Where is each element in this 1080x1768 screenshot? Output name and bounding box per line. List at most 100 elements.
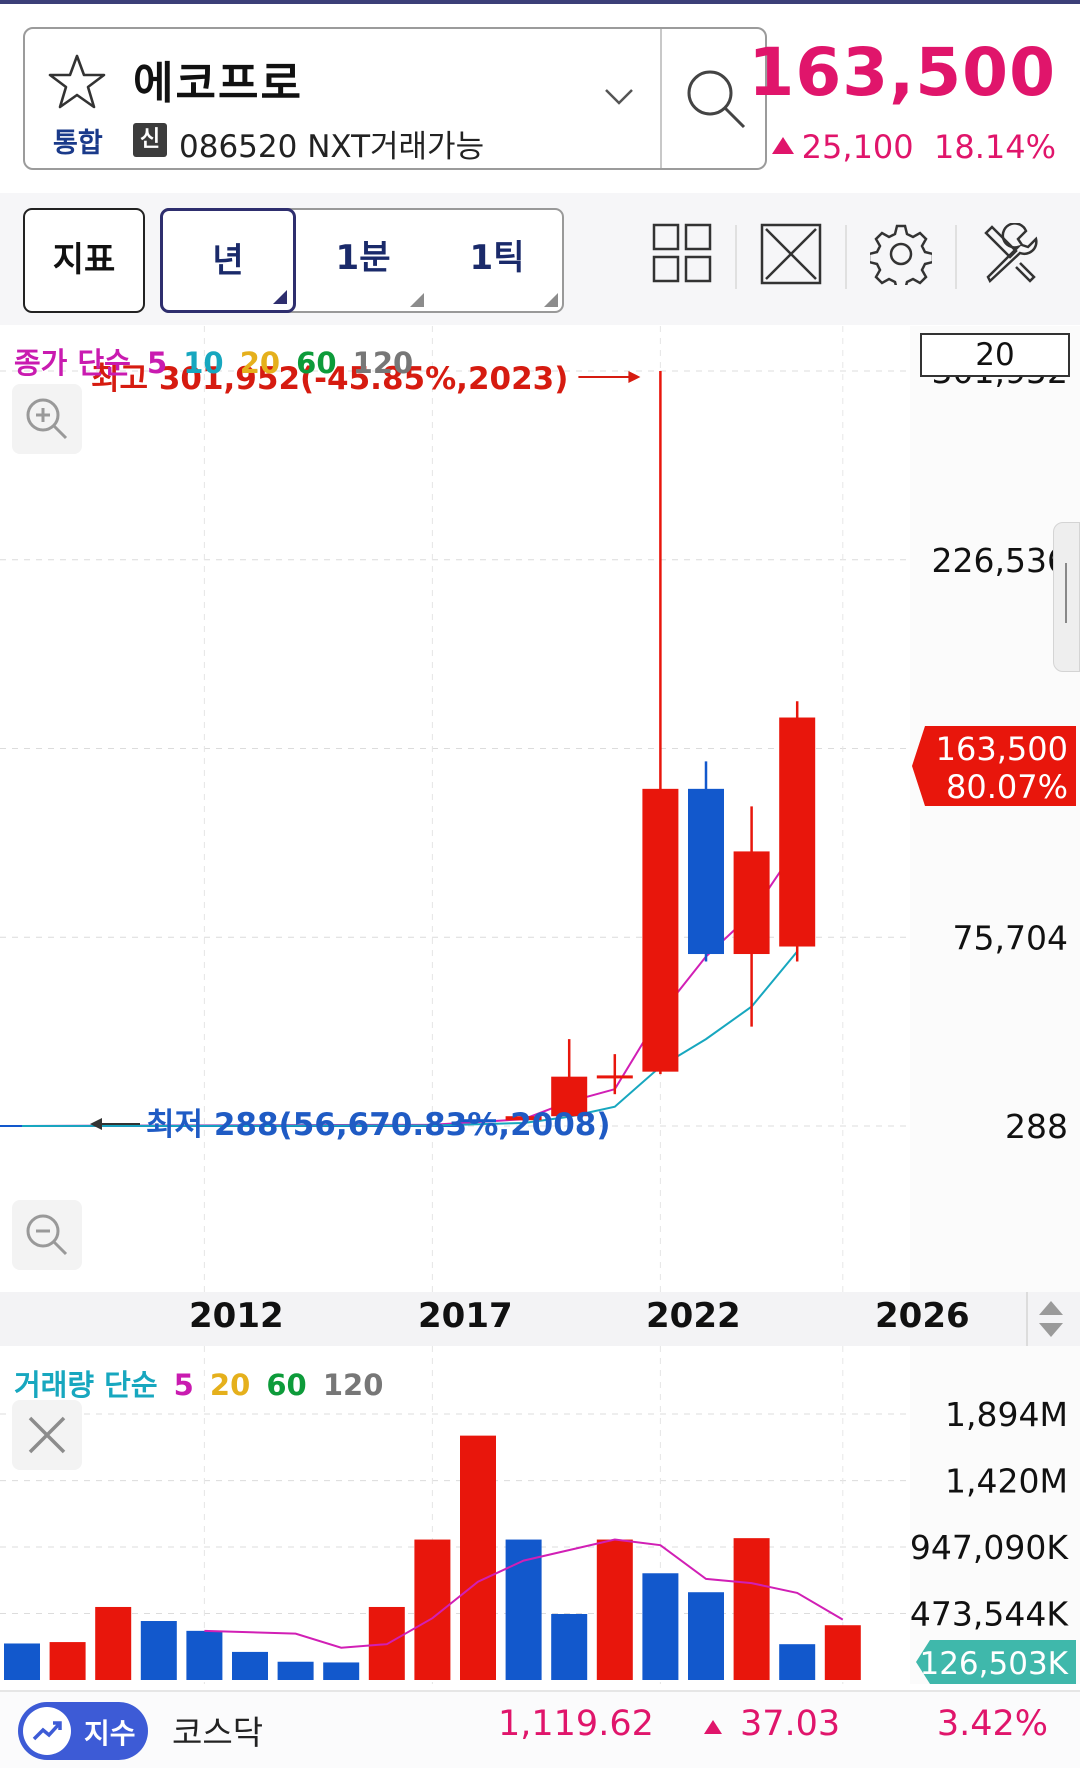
axis-divider — [1026, 1292, 1028, 1346]
x-tick-label: 2017 — [418, 1296, 513, 1336]
low-annotation: 최저 288(56,670.83%,2008) — [146, 1107, 611, 1143]
top-accent-line — [0, 0, 1080, 4]
legend-ma120: 120 — [352, 346, 414, 380]
zoom-in-icon — [26, 398, 68, 440]
toolbar-separator — [735, 225, 737, 289]
index-ticker-bar[interactable]: 지수 코스닥 1,119.62 37.03 3.42% — [0, 1690, 1080, 1768]
volume-bar — [596, 1539, 633, 1680]
x-tick-label: 2022 — [646, 1296, 741, 1336]
index-pill[interactable]: 지수 — [18, 1702, 148, 1760]
volume-tag-bg — [916, 1640, 1076, 1684]
period-selector: 년 1분 1틱 — [160, 208, 564, 313]
x-axis[interactable]: 2012 2017 2022 2026 — [0, 1292, 1080, 1346]
period-count-box[interactable]: 20 — [920, 333, 1070, 377]
legend-ma20: 20 — [239, 346, 281, 380]
legend-prefix: 종가 단순 — [14, 346, 131, 380]
up-triangle-icon — [771, 137, 794, 154]
volume-bar — [140, 1621, 177, 1680]
volume-bar — [4, 1643, 40, 1680]
credit-badge: 신 — [133, 123, 167, 157]
chevron-down-icon[interactable] — [603, 87, 635, 111]
volume-bar — [779, 1644, 816, 1680]
volume-bar — [460, 1435, 496, 1680]
toolbar-separator — [845, 225, 847, 289]
volume-bar — [95, 1606, 132, 1680]
price-change: 25,100 18.14% — [771, 128, 1056, 166]
volume-bar — [688, 1592, 724, 1680]
scroll-updown-icon[interactable] — [1036, 1298, 1066, 1344]
legend-ma5: 5 — [146, 346, 168, 380]
side-panel-handle[interactable] — [1053, 522, 1080, 672]
high-annotation: 최고 301,952(-45.85%,2023) — [91, 361, 568, 397]
price-tag-bg — [912, 726, 1076, 806]
volume-bar — [551, 1613, 588, 1680]
volume-tag-value: 126,503K — [919, 1646, 1068, 1682]
x-tick-label: 2026 — [875, 1296, 970, 1336]
period-label: 1분 — [335, 238, 391, 278]
grid-layout-icon[interactable] — [652, 223, 712, 287]
period-minute[interactable]: 1분 — [296, 208, 430, 313]
volume-bar — [824, 1625, 861, 1680]
index-value: 1,119.62 — [498, 1704, 654, 1744]
candle-body — [505, 1116, 542, 1121]
volume-bar-chart[interactable]: 1,894M 1,420M 947,090K 473,544K 126,503K — [0, 1346, 1080, 1684]
current-price: 163,500 — [748, 34, 1056, 111]
ma-line-10 — [21, 950, 798, 1127]
up-triangle-icon — [704, 1720, 722, 1734]
volume-bar — [49, 1642, 86, 1680]
candle-body — [642, 788, 679, 1072]
fullscreen-icon[interactable] — [760, 223, 822, 289]
y-axis-panel — [910, 1346, 1080, 1684]
legend-prefix: 거래량 단순 — [14, 1368, 158, 1402]
volume-legend[interactable]: 거래량 단순 5 20 60 120 — [14, 1362, 389, 1404]
trend-up-icon — [23, 1707, 71, 1755]
close-icon — [28, 1416, 66, 1454]
zoom-out-icon — [26, 1214, 68, 1256]
price-legend[interactable]: 종가 단순 5 10 20 60 120 — [14, 340, 419, 382]
volume-bar — [642, 1573, 679, 1680]
volume-bar — [414, 1539, 451, 1680]
volume-ma-line-5 — [204, 1538, 844, 1649]
candle-body — [688, 788, 724, 955]
close-volume-button[interactable] — [12, 1400, 82, 1470]
stock-name[interactable]: 에코프로 — [133, 58, 303, 109]
search-button[interactable] — [662, 29, 767, 168]
zoom-out-button[interactable] — [12, 1200, 82, 1270]
stock-selector[interactable]: 에코프로 통합 신 086520 NXT거래가능 — [23, 27, 767, 170]
period-year[interactable]: 년 — [160, 208, 296, 313]
corner-mark — [273, 290, 287, 304]
chart-toolbar: 지표 년 1분 1틱 — [0, 193, 1080, 325]
index-change-percent: 3.42% — [936, 1704, 1048, 1744]
period-tick[interactable]: 1틱 — [430, 208, 564, 313]
index-name: 코스닥 — [172, 1713, 264, 1752]
header-divider — [660, 29, 662, 168]
high-arrow-head — [628, 371, 641, 383]
volume-bar — [232, 1651, 268, 1680]
candle-body — [460, 1119, 496, 1123]
market-label: 통합 — [53, 128, 103, 159]
tools-icon[interactable] — [980, 222, 1042, 289]
price-tag-pct: 80.07% — [946, 768, 1068, 806]
zoom-in-button[interactable] — [12, 384, 82, 454]
y-tick-label: 226,536 — [932, 541, 1068, 580]
volume-bar — [733, 1538, 770, 1680]
star-icon[interactable] — [47, 53, 107, 115]
y-axis-panel — [910, 326, 1080, 1292]
change-percent: 18.14% — [933, 128, 1056, 166]
volume-chart[interactable]: 1,894M 1,420M 947,090K 473,544K 126,503K — [0, 1346, 1080, 1684]
index-change: 37.03 — [740, 1704, 841, 1744]
legend-vma120: 120 — [322, 1368, 384, 1402]
x-tick-label: 2012 — [189, 1296, 284, 1336]
indicator-button[interactable]: 지표 — [23, 208, 145, 313]
volume-bar — [323, 1662, 360, 1680]
stock-code: 086520 NXT거래가능 — [179, 129, 485, 165]
corner-mark — [544, 293, 558, 307]
legend-vma5: 5 — [173, 1368, 194, 1402]
gear-icon[interactable] — [867, 223, 935, 292]
period-label: 1틱 — [469, 238, 525, 278]
legend-ma10: 10 — [183, 346, 224, 380]
y-tick-label: 1,420M — [945, 1462, 1068, 1501]
period-label: 년 — [212, 241, 244, 281]
